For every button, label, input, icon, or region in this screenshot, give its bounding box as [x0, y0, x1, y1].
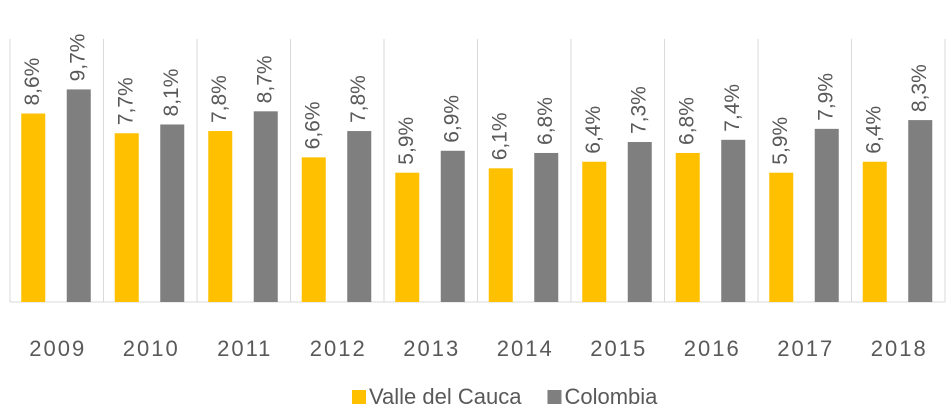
bar — [66, 89, 91, 303]
bar — [862, 161, 887, 302]
bar — [908, 120, 933, 302]
data-label: 8,7% — [253, 55, 276, 103]
data-label: 6,8% — [675, 97, 698, 145]
data-label: 6,9% — [440, 95, 463, 143]
x-tick-label: 2010 — [123, 336, 180, 361]
x-tick-label: 2011 — [217, 336, 272, 361]
bar — [395, 172, 420, 302]
bar — [627, 142, 652, 302]
data-label: 9,7% — [66, 34, 89, 82]
bar — [721, 139, 746, 302]
data-label: 7,8% — [208, 75, 231, 123]
data-label: 7,8% — [347, 75, 370, 123]
bar — [582, 161, 607, 302]
legend-label: Valle del Cauca — [369, 384, 522, 409]
bar — [347, 131, 372, 302]
data-label: 6,4% — [582, 106, 605, 154]
bar — [160, 124, 185, 302]
bar — [208, 131, 233, 302]
bar — [440, 150, 465, 302]
bar — [253, 111, 278, 302]
data-label: 8,6% — [21, 58, 44, 106]
data-label: 7,3% — [627, 86, 650, 134]
x-tick-label: 2014 — [497, 336, 554, 361]
data-label: 7,4% — [721, 84, 744, 132]
data-label: 6,6% — [301, 101, 324, 149]
bar — [488, 168, 513, 302]
data-label: 7,9% — [814, 73, 837, 121]
x-tick-label: 2015 — [590, 336, 647, 361]
x-tick-label: 2018 — [871, 336, 928, 361]
x-tick-label: 2009 — [29, 336, 86, 361]
bar — [675, 152, 700, 302]
legend-swatch — [352, 390, 366, 404]
x-tick-label: 2012 — [310, 336, 367, 361]
x-tick-label: 2016 — [684, 336, 741, 361]
bar — [21, 113, 46, 303]
x-tick-label: 2017 — [777, 336, 834, 361]
bar — [301, 157, 326, 302]
data-label: 6,4% — [862, 106, 885, 154]
bar — [814, 128, 839, 302]
legend-label: Colombia — [564, 384, 658, 409]
data-label: 8,1% — [160, 69, 183, 117]
data-label: 6,1% — [488, 112, 511, 160]
data-label: 7,7% — [114, 77, 137, 125]
bar — [534, 152, 559, 302]
x-tick-label: 2013 — [403, 336, 460, 361]
bar — [114, 133, 139, 302]
legend-swatch — [547, 390, 562, 404]
data-label: 6,8% — [534, 97, 557, 145]
data-label: 5,9% — [769, 117, 792, 165]
data-label: 8,3% — [908, 64, 931, 112]
bar — [769, 172, 794, 302]
data-label: 5,9% — [395, 117, 418, 165]
